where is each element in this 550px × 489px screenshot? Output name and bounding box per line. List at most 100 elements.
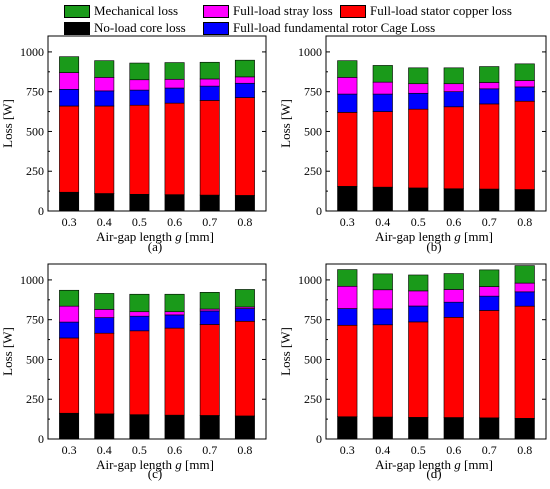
- bar-segment-mechanical: [514, 265, 535, 284]
- bar-segment-cage: [372, 308, 393, 326]
- bar-segment-mechanical: [234, 59, 255, 78]
- x-tick-label: 0.8: [237, 443, 252, 457]
- bar-segment-copper: [164, 102, 185, 195]
- y-tick-label: 0: [38, 432, 44, 446]
- x-axis-label-prefix: Air-gap length: [96, 229, 175, 244]
- x-tick-label: 0.6: [167, 443, 182, 457]
- bar-segment-mechanical: [443, 67, 464, 85]
- y-tick-label: 750: [26, 313, 44, 327]
- x-tick-label: 0.5: [411, 215, 426, 229]
- bar-segment-copper: [164, 327, 185, 416]
- bar-segment-copper: [514, 305, 535, 419]
- bar-segment-copper: [443, 106, 464, 190]
- legend-label-stray: Full-load stray loss: [233, 3, 333, 18]
- bar-segment-copper: [514, 100, 535, 190]
- bar-segment-stray: [94, 309, 115, 318]
- legend-swatch-stray: [203, 4, 229, 18]
- chart-panel: 0 250 500 750 1000 0.3 0.4 0.5 0.6 0.7 0.8 Loss [W]…: [278, 35, 547, 254]
- y-axis-label: Loss [W]: [278, 99, 293, 148]
- bar-segment-mechanical: [337, 269, 358, 287]
- bar-segment-stray: [408, 83, 429, 94]
- bar-segment-cage: [479, 295, 500, 311]
- bar-segment-stray: [443, 289, 464, 303]
- x-tick-label: 0.7: [202, 443, 217, 457]
- bar-segment-mechanical: [479, 66, 500, 83]
- legend-item-copper: Full-load stator copper loss: [340, 2, 512, 20]
- bar-segment-cage: [94, 317, 115, 334]
- y-tick-label: 500: [26, 124, 44, 138]
- bar-segment-copper: [479, 310, 500, 419]
- bar-segment-cage: [479, 88, 500, 105]
- legend-swatch-core: [64, 21, 90, 35]
- x-tick-label: 0.5: [411, 443, 426, 457]
- x-tick-label: 0.3: [340, 443, 355, 457]
- x-axis-label-variable: g: [454, 229, 461, 244]
- bar-segment-mechanical: [372, 65, 393, 83]
- x-tick-label: 0.6: [446, 215, 461, 229]
- legend-item-core: No-load core loss: [64, 19, 186, 37]
- bar-segment-mechanical: [479, 269, 500, 287]
- bar-segment-stray: [129, 311, 150, 317]
- bar-segment-stray: [408, 290, 429, 307]
- bar-segment-stray: [337, 77, 358, 95]
- legend: Mechanical loss Full-load stray loss Ful…: [0, 0, 550, 40]
- bar-segment-mechanical: [164, 62, 185, 80]
- x-tick-label: 0.8: [517, 443, 532, 457]
- plot-frame: [47, 263, 267, 440]
- bar-segment-copper: [59, 105, 80, 193]
- x-tick-label: 0.3: [340, 215, 355, 229]
- bar-segment-cage: [59, 88, 80, 107]
- x-axis-label: Air-gap length g [mm]: [375, 457, 493, 472]
- y-axis-label: Loss [W]: [0, 99, 15, 148]
- y-axis-label: Loss [W]: [278, 327, 293, 376]
- x-axis-label-unit: [mm]: [461, 457, 493, 472]
- bar-segment-stray: [59, 305, 80, 323]
- bar-segment-stray: [164, 78, 185, 89]
- y-tick-label: 1000: [20, 273, 44, 287]
- bar-segment-stray: [443, 83, 464, 92]
- plot-frame: [47, 35, 267, 212]
- bar-segment-copper: [372, 111, 393, 188]
- bar-segment-copper: [408, 108, 429, 189]
- bar-segment-cage: [372, 93, 393, 112]
- bar-segment-stray: [94, 77, 115, 92]
- bar-segment-stray: [479, 286, 500, 297]
- x-tick-label: 0.8: [517, 215, 532, 229]
- x-axis-label: Air-gap length g [mm]: [96, 229, 214, 244]
- bar-segment-cage: [199, 310, 220, 325]
- y-tick-label: 500: [304, 352, 322, 366]
- bar-segment-cage: [443, 91, 464, 108]
- bar-segment-copper: [479, 103, 500, 190]
- legend-label-cage: Full-load fundamental rotor Cage Loss: [233, 20, 436, 35]
- x-tick-label: 0.5: [132, 443, 147, 457]
- plot-frame: [325, 263, 547, 440]
- legend-swatch-cage: [203, 21, 229, 35]
- x-tick-label: 0.6: [167, 215, 182, 229]
- bar-segment-mechanical: [94, 293, 115, 310]
- bar-segment-stray: [479, 82, 500, 90]
- bar-segment-cage: [164, 87, 185, 104]
- y-tick-label: 250: [304, 164, 322, 178]
- legend-swatch-mechanical: [64, 4, 90, 18]
- bar-segment-copper: [129, 104, 150, 195]
- bar-segment-cage: [408, 92, 429, 110]
- bar-segment-copper: [372, 324, 393, 418]
- bar-segment-stray: [234, 76, 255, 84]
- x-axis-label-prefix: Air-gap length: [375, 457, 454, 472]
- bar-segment-copper: [234, 320, 255, 417]
- x-axis-label-unit: [mm]: [182, 229, 214, 244]
- bar-segment-mechanical: [59, 56, 80, 73]
- bar-segment-stray: [514, 282, 535, 293]
- x-axis-label: Air-gap length g [mm]: [96, 457, 214, 472]
- y-tick-label: 750: [304, 313, 322, 327]
- bar-segment-cage: [59, 321, 80, 339]
- legend-item-stray: Full-load stray loss: [203, 2, 333, 20]
- bar-segment-copper: [337, 112, 358, 187]
- x-tick-label: 0.7: [482, 215, 497, 229]
- bar-segment-mechanical: [372, 273, 393, 291]
- bar-segment-copper: [199, 100, 220, 196]
- bar-segment-stray: [59, 72, 80, 90]
- bar-segment-cage: [337, 308, 358, 326]
- x-tick-label: 0.4: [97, 215, 112, 229]
